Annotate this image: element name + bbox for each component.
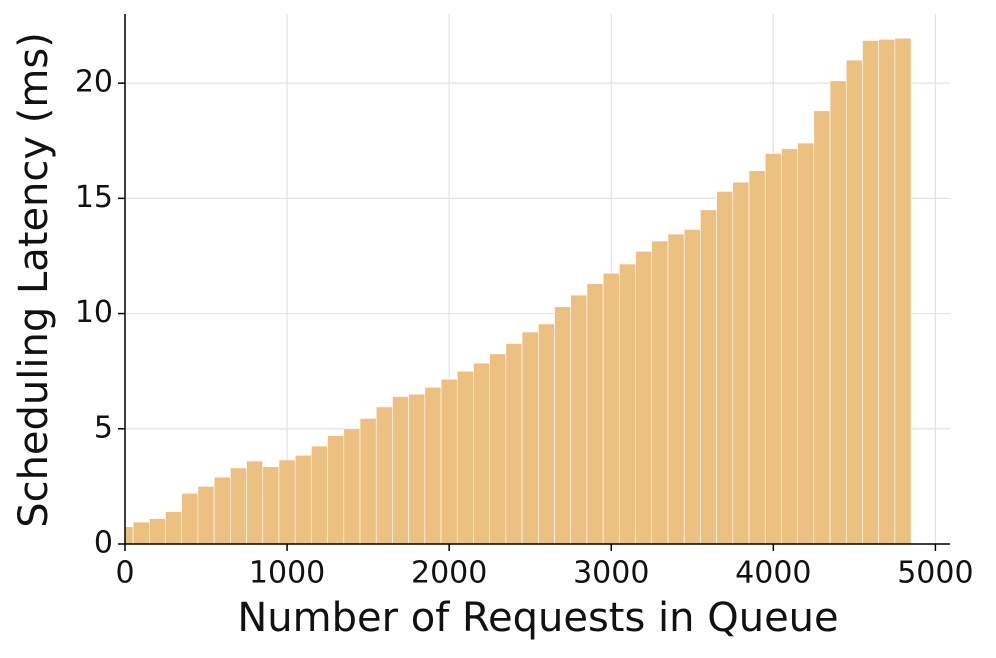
x-axis-label: Number of Requests in Queue (237, 595, 838, 641)
bar (683, 229, 701, 544)
axes: 0 5 10 15 20 0 1000 2000 3000 4000 5000 (75, 14, 974, 591)
y-axis-label: Scheduling Latency (ms) (11, 32, 57, 528)
bar (732, 181, 750, 544)
bar (440, 378, 458, 544)
bar (311, 445, 328, 544)
bar (375, 406, 393, 544)
bar (294, 454, 312, 544)
bar (456, 370, 474, 544)
bar (667, 233, 685, 544)
bar (894, 37, 912, 544)
bar (619, 263, 636, 544)
bar (132, 521, 150, 544)
bar (408, 393, 426, 544)
x-tick-label: 3000 (573, 556, 649, 591)
bar (505, 343, 523, 544)
x-tick-label: 4000 (735, 556, 811, 591)
y-tick-label: 15 (75, 180, 113, 215)
bar (424, 387, 442, 544)
bar (489, 353, 507, 544)
bar (797, 142, 815, 544)
x-tick-label: 1000 (249, 556, 325, 591)
bar (327, 435, 345, 544)
bar (538, 323, 555, 544)
x-tick-label: 5000 (897, 556, 973, 591)
bar (878, 39, 896, 544)
bar (181, 493, 199, 544)
bar (813, 110, 831, 544)
bar (586, 283, 604, 544)
bar (748, 170, 766, 544)
bar (473, 362, 490, 544)
bar (602, 272, 620, 544)
bar (213, 476, 231, 544)
bar (635, 251, 653, 544)
bar (359, 418, 377, 544)
bar (716, 191, 734, 544)
bar (554, 306, 572, 544)
bar (700, 209, 717, 544)
x-tick-label: 0 (115, 556, 134, 591)
bar (392, 396, 409, 544)
bar (829, 80, 847, 544)
y-tick-label: 10 (75, 295, 113, 330)
bar (262, 466, 280, 544)
bar (165, 511, 183, 544)
y-tick-label: 20 (75, 65, 113, 100)
bar (862, 40, 879, 544)
bar (651, 240, 669, 544)
bar (570, 294, 588, 544)
bar (230, 467, 247, 544)
bars (125, 37, 912, 544)
bar (197, 486, 215, 544)
bar (781, 148, 798, 544)
y-tick-label: 5 (94, 410, 113, 445)
bar (764, 153, 782, 544)
bar (149, 518, 166, 544)
y-tick-label: 0 (94, 526, 113, 561)
bar (343, 428, 361, 544)
bar (278, 459, 296, 544)
x-tick-label: 2000 (411, 556, 487, 591)
bar (246, 460, 264, 544)
bar (845, 59, 863, 544)
bar (521, 331, 539, 544)
